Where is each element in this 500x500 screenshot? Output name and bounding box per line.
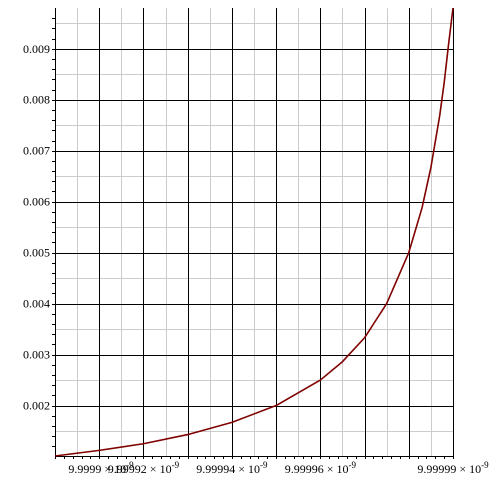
y-tick-label: 0.009 <box>23 42 50 56</box>
y-tick-label: 0.006 <box>23 195 50 209</box>
y-tick-label: 0.007 <box>23 144 50 158</box>
y-tick-label: 0.008 <box>23 93 50 107</box>
x-tick-label: 9.99992 × 10-9 <box>108 460 180 476</box>
x-tick-label: 9.99996 × 10-9 <box>285 460 357 476</box>
y-tick-label: 0.004 <box>23 297 50 311</box>
minor-gridlines <box>55 8 453 456</box>
y-tick-labels: 0.002 0.003 0.004 0.005 0.006 0.007 0.008 0.009 <box>23 42 50 413</box>
axes <box>52 8 454 459</box>
x-tick-label: 9.99994 × 10-9 <box>196 460 268 476</box>
x-tick-label: 9.9999 × 10-9 <box>68 460 134 476</box>
x-tick-labels: 9.9999 × 10-99.99992 × 10-9 9.99994 × 10-… <box>68 460 489 476</box>
y-tick-label: 0.003 <box>23 348 50 362</box>
x-tick-label: 9.99999 × 10-9 <box>417 460 489 476</box>
y-tick-label: 0.005 <box>23 246 50 260</box>
series-curves <box>54 7 454 457</box>
y-tick-label: 0.002 <box>23 399 50 413</box>
series-line <box>54 7 454 457</box>
